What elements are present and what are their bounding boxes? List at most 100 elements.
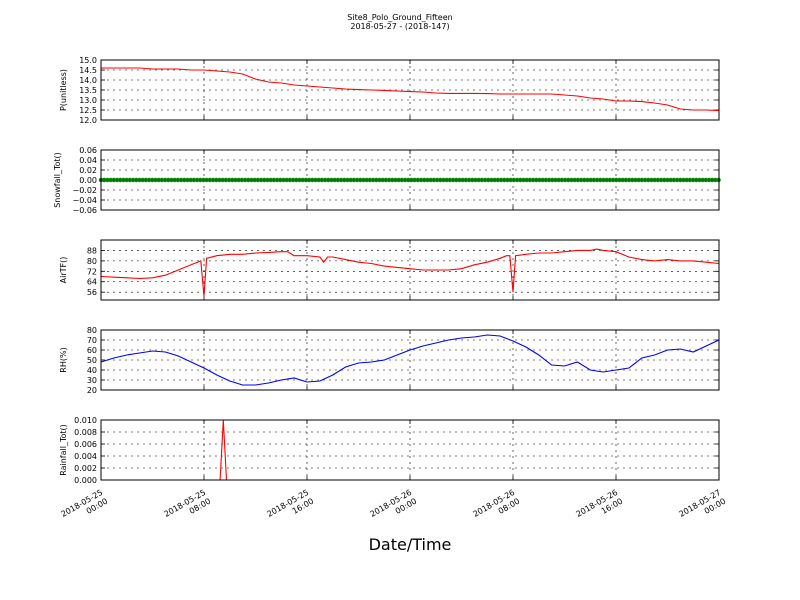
y-tick-label: 0.002 bbox=[74, 464, 97, 473]
data-point bbox=[588, 177, 593, 183]
data-point bbox=[361, 177, 366, 183]
data-point bbox=[518, 177, 523, 183]
data-point bbox=[450, 177, 456, 183]
y-tick-label: 70 bbox=[87, 336, 97, 345]
data-point bbox=[463, 177, 468, 183]
data-point bbox=[598, 177, 603, 183]
data-point bbox=[550, 177, 555, 183]
data-point bbox=[217, 177, 222, 183]
data-point bbox=[114, 177, 120, 183]
data-point bbox=[278, 177, 283, 183]
data-point bbox=[527, 177, 532, 183]
data-point bbox=[556, 177, 561, 183]
data-point bbox=[604, 177, 609, 183]
data-point bbox=[489, 177, 494, 183]
data-point bbox=[207, 177, 212, 183]
data-point bbox=[422, 177, 427, 183]
data-point bbox=[409, 177, 414, 183]
data-point bbox=[492, 177, 497, 183]
chart-title: Site8_Polo_Ground_Fifteen bbox=[347, 13, 452, 22]
data-point bbox=[284, 177, 289, 183]
data-point bbox=[380, 177, 385, 183]
data-point bbox=[290, 177, 296, 183]
data-point bbox=[418, 177, 424, 183]
data-point bbox=[351, 177, 356, 183]
data-point bbox=[348, 177, 353, 183]
data-point bbox=[626, 177, 632, 183]
y-tick-label: 0.000 bbox=[74, 476, 97, 485]
data-point bbox=[665, 177, 670, 183]
data-point bbox=[390, 177, 395, 183]
data-point bbox=[646, 177, 651, 183]
panel-frame bbox=[100, 59, 720, 121]
data-point bbox=[655, 177, 660, 183]
data-point bbox=[287, 177, 292, 183]
data-point bbox=[274, 177, 280, 183]
data-point bbox=[332, 177, 337, 183]
data-point bbox=[572, 177, 577, 183]
data-point bbox=[479, 177, 484, 183]
data-point bbox=[367, 177, 372, 183]
panel-frame bbox=[100, 239, 720, 301]
data-point bbox=[150, 177, 155, 183]
data-point bbox=[454, 177, 459, 183]
data-point bbox=[271, 177, 276, 183]
data-point bbox=[239, 177, 244, 183]
data-point bbox=[447, 177, 452, 183]
data-point bbox=[319, 177, 324, 183]
data-point bbox=[425, 177, 430, 183]
y-tick-label: 0.02 bbox=[79, 166, 97, 175]
data-point bbox=[364, 177, 369, 183]
y-tick-label: −0.02 bbox=[72, 186, 97, 195]
y-axis-label: Rainfall_Tot() bbox=[59, 424, 68, 476]
y-tick-label: 64 bbox=[87, 278, 97, 287]
y-tick-label: 13.5 bbox=[79, 86, 97, 95]
data-point bbox=[134, 177, 139, 183]
data-point bbox=[159, 177, 164, 183]
data-point bbox=[482, 177, 488, 183]
data-point bbox=[649, 177, 654, 183]
data-point bbox=[553, 177, 558, 183]
data-point bbox=[396, 177, 401, 183]
data-point bbox=[508, 177, 513, 183]
data-point bbox=[681, 177, 686, 183]
data-point bbox=[594, 177, 600, 183]
data-point bbox=[476, 177, 481, 183]
data-point bbox=[386, 177, 392, 183]
data-point bbox=[281, 177, 286, 183]
data-point bbox=[175, 177, 180, 183]
data-point bbox=[178, 177, 184, 183]
data-point bbox=[377, 177, 382, 183]
data-point bbox=[530, 177, 536, 183]
y-tick-label: 0.004 bbox=[74, 452, 97, 461]
y-axis-label: P(unitless) bbox=[59, 69, 68, 111]
data-point bbox=[444, 177, 449, 183]
data-point bbox=[198, 177, 203, 183]
y-tick-label: 56 bbox=[87, 288, 97, 297]
data-point bbox=[402, 177, 408, 183]
data-point bbox=[511, 177, 516, 183]
data-point bbox=[265, 177, 270, 183]
data-point bbox=[466, 177, 472, 183]
data-point bbox=[697, 177, 702, 183]
data-point bbox=[415, 177, 420, 183]
data-point bbox=[566, 177, 571, 183]
data-point bbox=[252, 177, 257, 183]
data-point bbox=[495, 177, 500, 183]
y-axis-label: Snowfall_Tot() bbox=[53, 152, 62, 208]
y-tick-label: 15.0 bbox=[79, 56, 97, 65]
data-point bbox=[668, 177, 673, 183]
data-point bbox=[543, 177, 548, 183]
data-point bbox=[236, 177, 241, 183]
data-point bbox=[607, 177, 612, 183]
data-point bbox=[105, 177, 110, 183]
y-tick-label: −0.06 bbox=[72, 206, 97, 215]
data-point bbox=[258, 177, 264, 183]
data-point bbox=[162, 177, 168, 183]
data-point bbox=[329, 177, 334, 183]
